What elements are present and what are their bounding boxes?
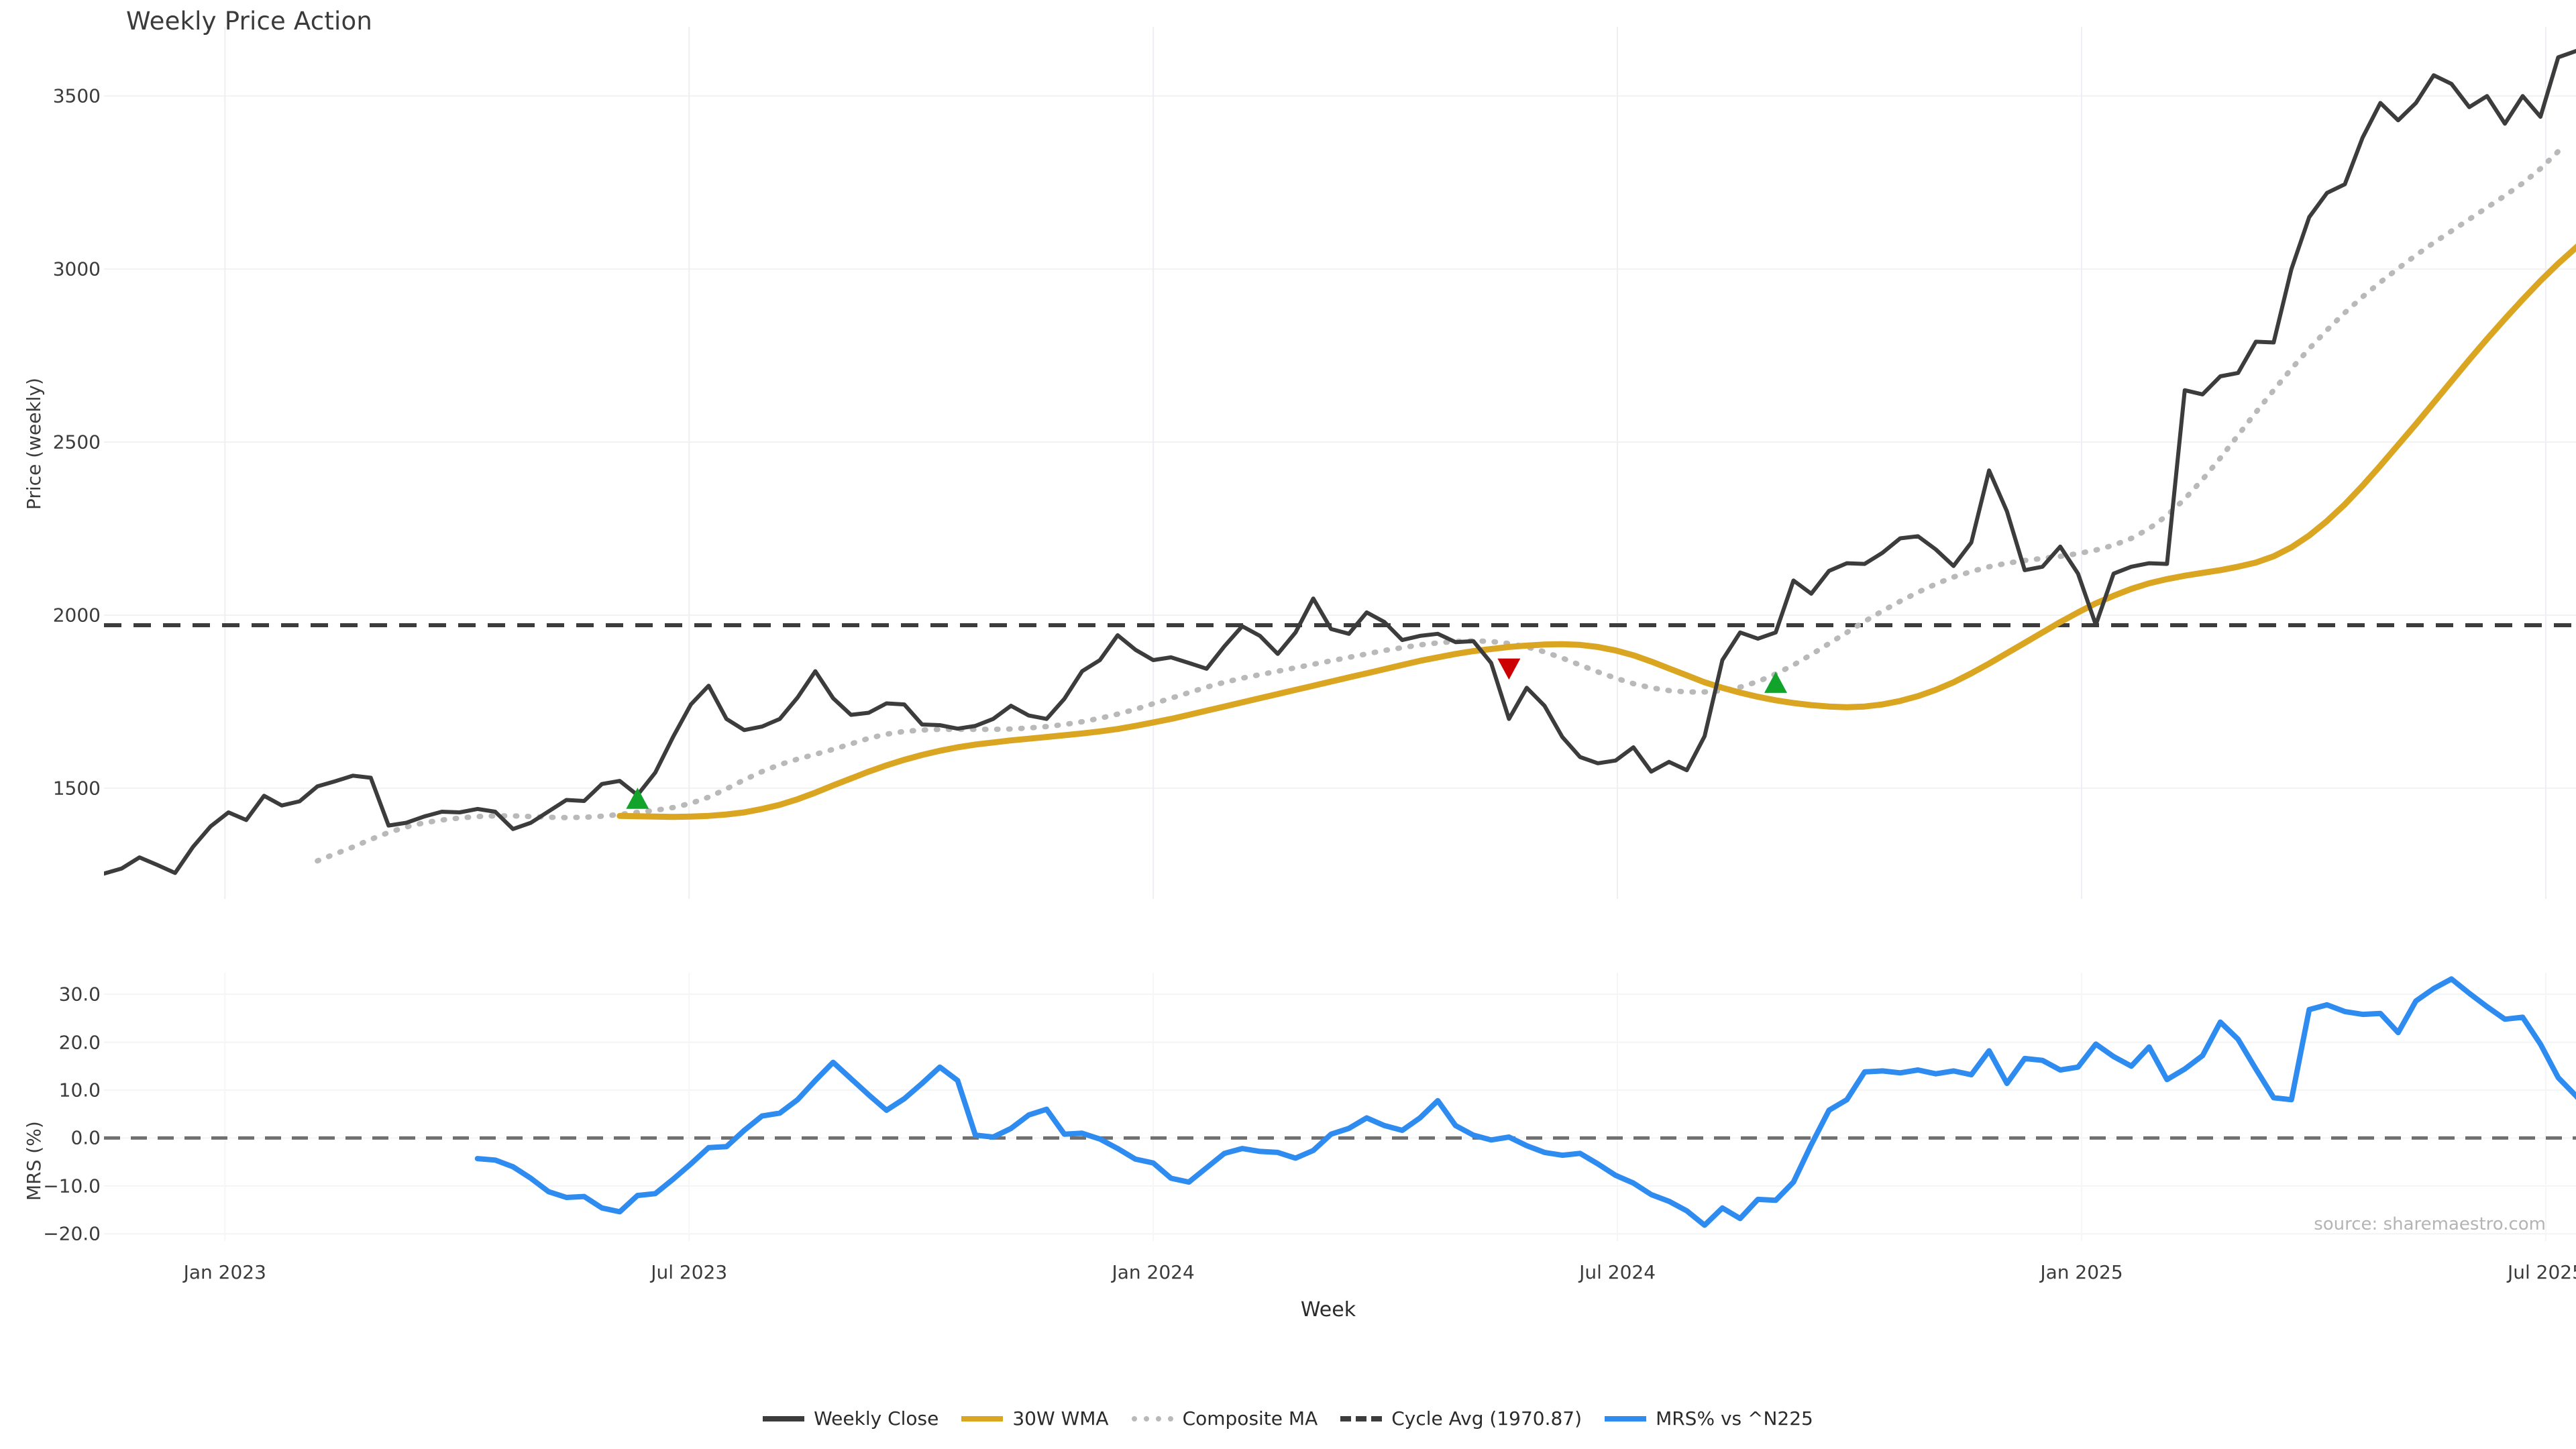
mrs-y-tick: 20.0 bbox=[58, 1031, 101, 1054]
price-chart-panel bbox=[104, 27, 2576, 899]
price-y-tick: 3000 bbox=[52, 258, 101, 280]
buy-signal-marker bbox=[626, 788, 649, 809]
source-attribution: source: sharemaestro.com bbox=[2314, 1214, 2546, 1234]
chart-title: Weekly Price Action bbox=[126, 7, 373, 36]
x-tick: Jan 2024 bbox=[1112, 1261, 1195, 1283]
legend-item[interactable]: 30W WMA bbox=[961, 1407, 1109, 1430]
x-tick: Jul 2025 bbox=[2507, 1261, 2576, 1283]
mrs-y-tick: −20.0 bbox=[43, 1222, 101, 1245]
mrs-line bbox=[474, 976, 2576, 1228]
legend-swatch-icon bbox=[1605, 1415, 1647, 1421]
price-y-tick: 2000 bbox=[52, 604, 101, 627]
wma-30w-line bbox=[616, 244, 2576, 820]
legend-label: 30W WMA bbox=[1012, 1407, 1109, 1430]
legend-swatch-icon bbox=[1131, 1415, 1173, 1421]
mrs-y-tick: −10.0 bbox=[43, 1175, 101, 1197]
mrs-y-tick: 30.0 bbox=[58, 983, 101, 1006]
mrs-chart-panel bbox=[104, 973, 2576, 1241]
price-y-axis-label: Price (weekly) bbox=[23, 378, 45, 510]
legend-item[interactable]: Weekly Close bbox=[763, 1407, 938, 1430]
buy-signal-marker bbox=[1764, 672, 1788, 693]
price-y-tick: 3500 bbox=[52, 85, 101, 107]
composite-ma-line bbox=[315, 148, 2561, 864]
mrs-y-axis-label: MRS (%) bbox=[23, 1121, 45, 1201]
mrs-y-tick: 0.0 bbox=[70, 1126, 101, 1149]
legend-item[interactable]: Composite MA bbox=[1131, 1407, 1318, 1430]
mrs-y-tick: 10.0 bbox=[58, 1079, 101, 1102]
legend-swatch-icon bbox=[763, 1415, 805, 1421]
legend-label: MRS% vs ^N225 bbox=[1656, 1407, 1813, 1430]
legend-label: Weekly Close bbox=[814, 1407, 939, 1430]
legend-label: Composite MA bbox=[1182, 1407, 1318, 1430]
x-axis-label: Week bbox=[1300, 1298, 1356, 1322]
weekly-close-line bbox=[104, 49, 2576, 876]
legend-item[interactable]: MRS% vs ^N225 bbox=[1605, 1407, 1813, 1430]
price-y-tick: 2500 bbox=[52, 431, 101, 453]
x-tick: Jul 2023 bbox=[651, 1261, 728, 1283]
x-tick: Jan 2023 bbox=[183, 1261, 266, 1283]
x-tick: Jul 2024 bbox=[1579, 1261, 1656, 1283]
legend-swatch-icon bbox=[961, 1415, 1004, 1421]
legend-item[interactable]: Cycle Avg (1970.87) bbox=[1340, 1407, 1582, 1430]
price-y-tick: 1500 bbox=[52, 777, 101, 800]
chart-legend: Weekly Close 30W WMA Composite MA Cycle Avg… bbox=[0, 1407, 2576, 1430]
x-tick: Jan 2025 bbox=[2040, 1261, 2123, 1283]
sell-signal-marker bbox=[1497, 658, 1521, 680]
legend-label: Cycle Avg (1970.87) bbox=[1391, 1407, 1582, 1430]
legend-swatch-icon bbox=[1340, 1415, 1383, 1421]
